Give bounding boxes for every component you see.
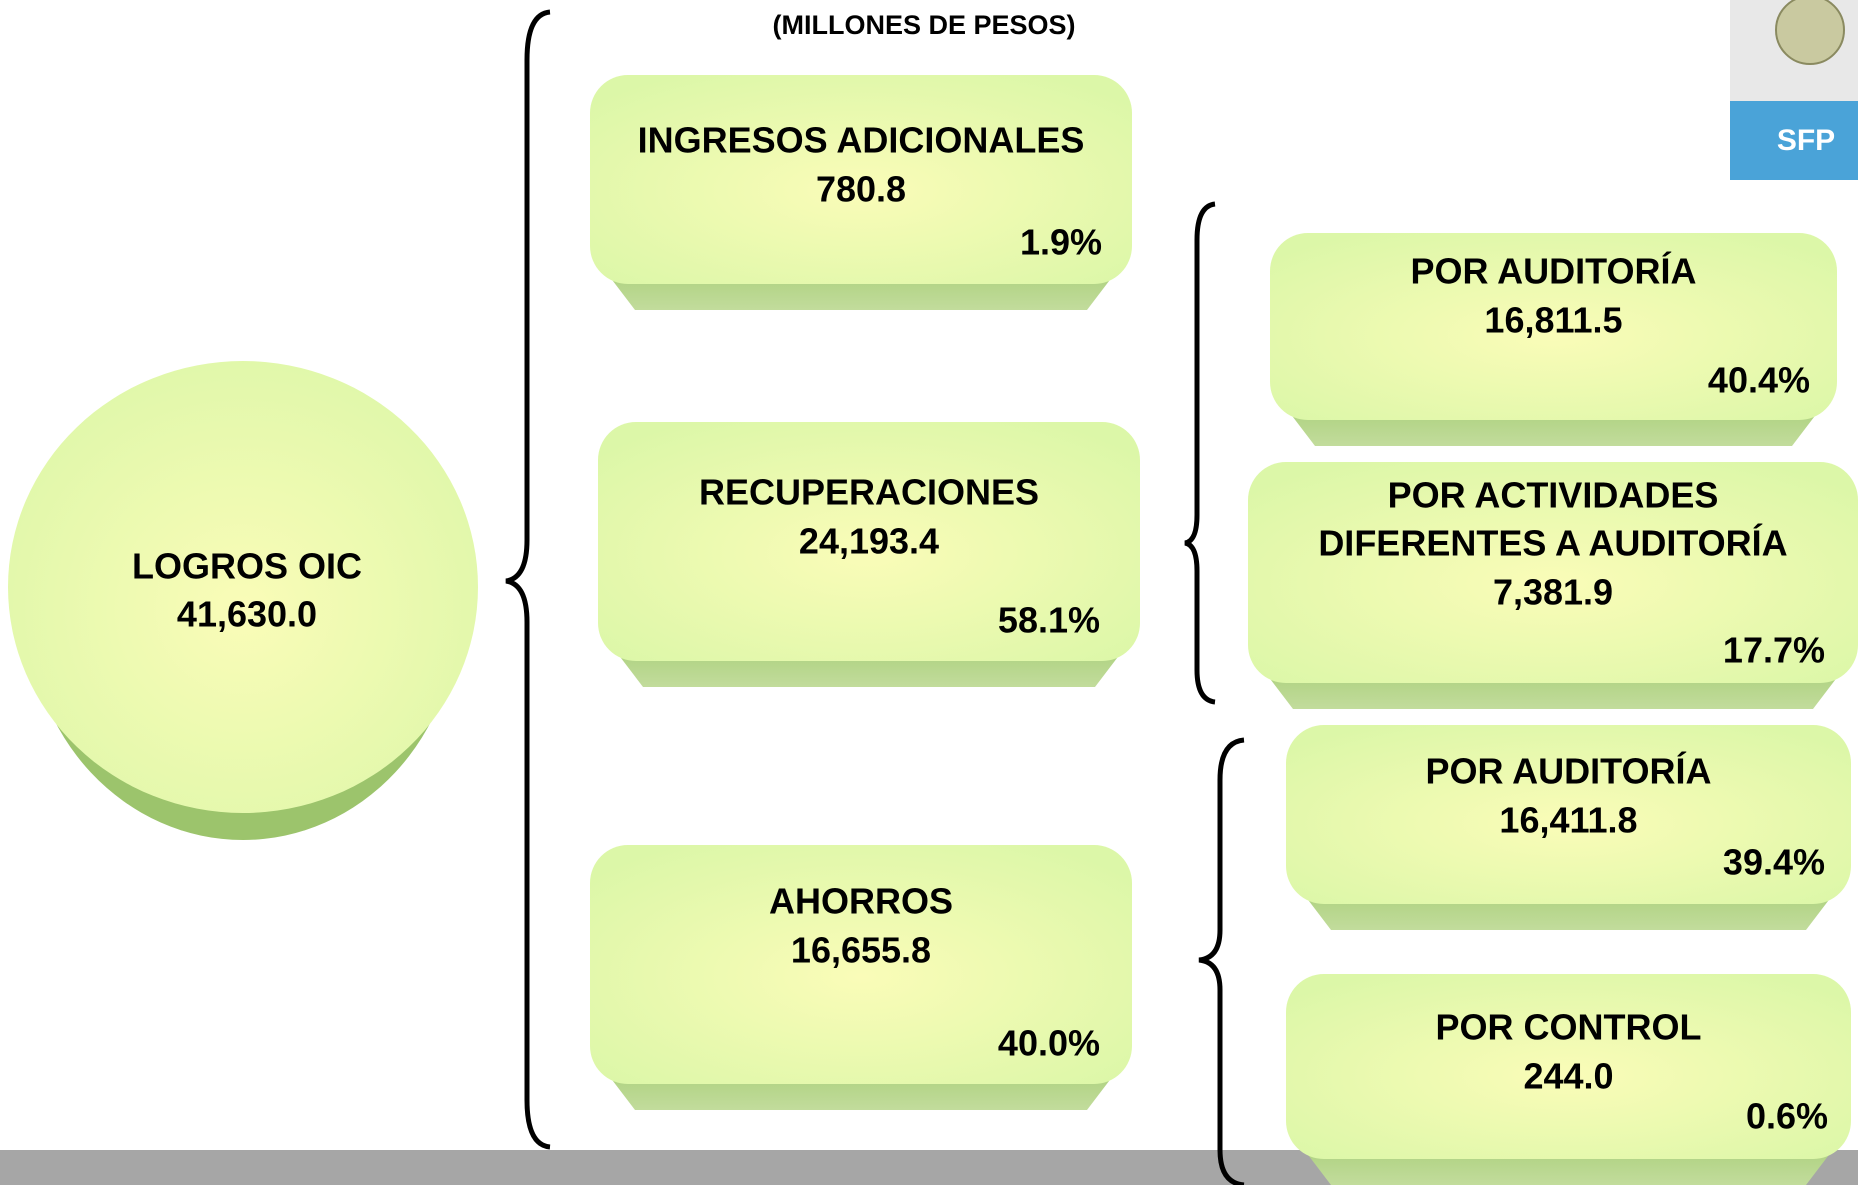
node-label: DIFERENTES A AUDITORÍA [1318, 523, 1787, 564]
node: RECUPERACIONES 24,193.4 58.1% [598, 422, 1140, 687]
node-label: POR ACTIVIDADES [1388, 475, 1719, 516]
node-value: 16,655.8 [791, 930, 931, 971]
node-percent: 0.6% [1746, 1096, 1828, 1137]
node-label: RECUPERACIONES [699, 472, 1039, 513]
node-percent: 40.4% [1708, 360, 1810, 401]
root-label: LOGROS OIC [132, 546, 362, 587]
node-box [1270, 233, 1837, 420]
node-box [1286, 974, 1851, 1159]
node: INGRESOS ADICIONALES 780.8 1.9% [590, 75, 1132, 310]
node: AHORROS 16,655.8 40.0% [590, 845, 1132, 1110]
node-box [590, 845, 1132, 1084]
node-value: 7,381.9 [1493, 572, 1613, 613]
logo-text: SFP [1777, 124, 1835, 157]
node: POR AUDITORÍA 16,811.5 40.4% [1270, 233, 1837, 446]
node-label: INGRESOS ADICIONALES [638, 120, 1085, 161]
node-box [1248, 462, 1858, 683]
node: POR ACTIVIDADES DIFERENTES A AUDITORÍA 7,3… [1248, 462, 1858, 709]
node-label: POR AUDITORÍA [1410, 251, 1696, 292]
root-node: LOGROS OIC 41,630.0 [8, 361, 478, 840]
braces [505, 9, 1245, 1185]
node-box [598, 422, 1140, 661]
title: (MILLONES DE PESOS) [772, 10, 1075, 40]
node-box [1286, 725, 1851, 904]
node-label: POR CONTROL [1436, 1007, 1702, 1048]
node-value: 16,811.5 [1484, 300, 1622, 341]
node-label: POR AUDITORÍA [1425, 751, 1711, 792]
logo: SFP [1730, 0, 1858, 180]
node-label: AHORROS [769, 881, 953, 922]
node-percent: 40.0% [998, 1023, 1100, 1064]
node-percent: 17.7% [1723, 630, 1825, 671]
node-box [590, 75, 1132, 284]
node-value: 24,193.4 [799, 521, 939, 562]
root-value: 41,630.0 [177, 594, 317, 635]
node-value: 244.0 [1523, 1056, 1613, 1097]
node-percent: 39.4% [1723, 842, 1825, 883]
node-value: 780.8 [816, 169, 906, 210]
node-percent: 1.9% [1020, 222, 1102, 263]
node: POR AUDITORÍA 16,411.8 39.4% [1286, 725, 1851, 930]
node-percent: 58.1% [998, 600, 1100, 641]
node: POR CONTROL 244.0 0.6% [1286, 974, 1851, 1185]
node-value: 16,411.8 [1499, 800, 1637, 841]
